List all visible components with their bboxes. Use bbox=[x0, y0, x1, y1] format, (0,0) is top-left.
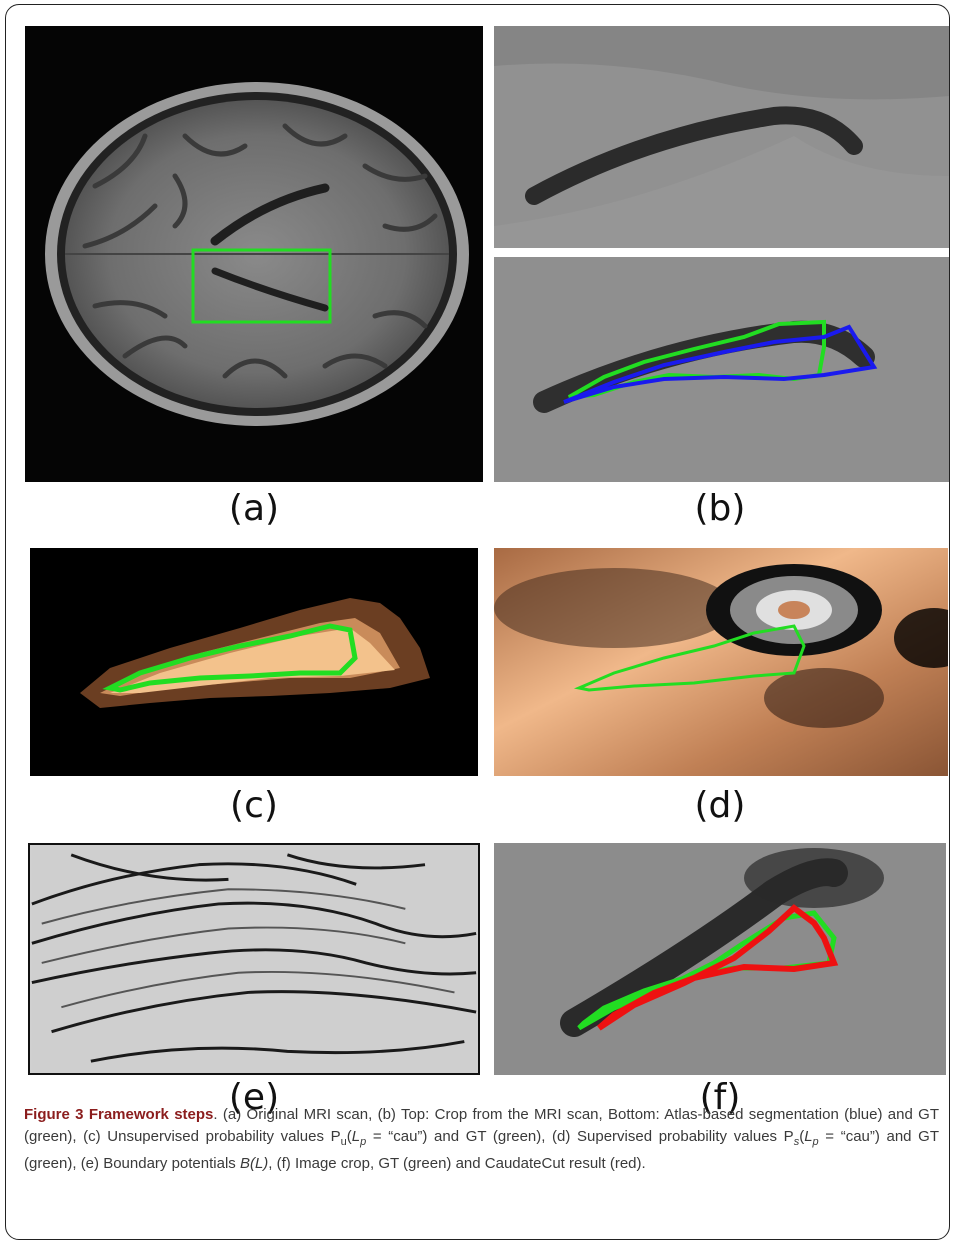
panel-c-unsupervised-probability bbox=[30, 548, 478, 776]
caption-lp2-l: L bbox=[804, 1128, 813, 1145]
caption-lp-l: L bbox=[351, 1128, 361, 1145]
panel-c-label: (c) bbox=[230, 785, 278, 826]
caption-title: Figure 3 Framework steps bbox=[24, 1106, 214, 1123]
panel-e-boundary-potentials bbox=[28, 843, 480, 1075]
caption-text-5: = “cau”) and GT (green), (e) Boundary po… bbox=[24, 1128, 939, 1172]
panel-b-top-crop bbox=[494, 26, 949, 248]
caption-bl: B(L) bbox=[239, 1155, 269, 1172]
panel-f-label: (f) bbox=[699, 1077, 741, 1118]
panel-a-label: (a) bbox=[228, 488, 280, 529]
panel-b-atlas-segmentation bbox=[494, 257, 949, 482]
caption-lp-1: Lp bbox=[351, 1128, 367, 1148]
caption-text-4: ( bbox=[799, 1128, 805, 1145]
caption-sub-s: s bbox=[793, 1136, 800, 1148]
caption-text-6: , (f) Image crop, GT (green) and Caudate… bbox=[268, 1155, 646, 1172]
caption-text-2: ( bbox=[346, 1128, 352, 1145]
caption-lp-p: p bbox=[360, 1136, 367, 1148]
figure-caption: Figure 3 Framework steps. (a) Original M… bbox=[24, 1104, 939, 1175]
panel-a-mri-scan bbox=[25, 26, 483, 482]
caption-text-1: . (a) Original MRI scan, (b) Top: Crop f… bbox=[24, 1106, 939, 1145]
panel-f-caudatecut-result bbox=[494, 843, 946, 1075]
panel-e-label: (e) bbox=[228, 1077, 280, 1118]
caption-sub-u: u bbox=[340, 1136, 347, 1148]
panel-d-supervised-probability bbox=[494, 548, 948, 776]
caption-lp2-p: p bbox=[812, 1136, 819, 1148]
figure-frame bbox=[5, 4, 950, 1240]
panel-b-label: (b) bbox=[694, 488, 746, 529]
caption-lp-2: Lp bbox=[804, 1128, 819, 1148]
panel-d-label: (d) bbox=[694, 785, 746, 826]
caption-text-3: = “cau”) and GT (green), (d) Supervised … bbox=[366, 1128, 794, 1145]
